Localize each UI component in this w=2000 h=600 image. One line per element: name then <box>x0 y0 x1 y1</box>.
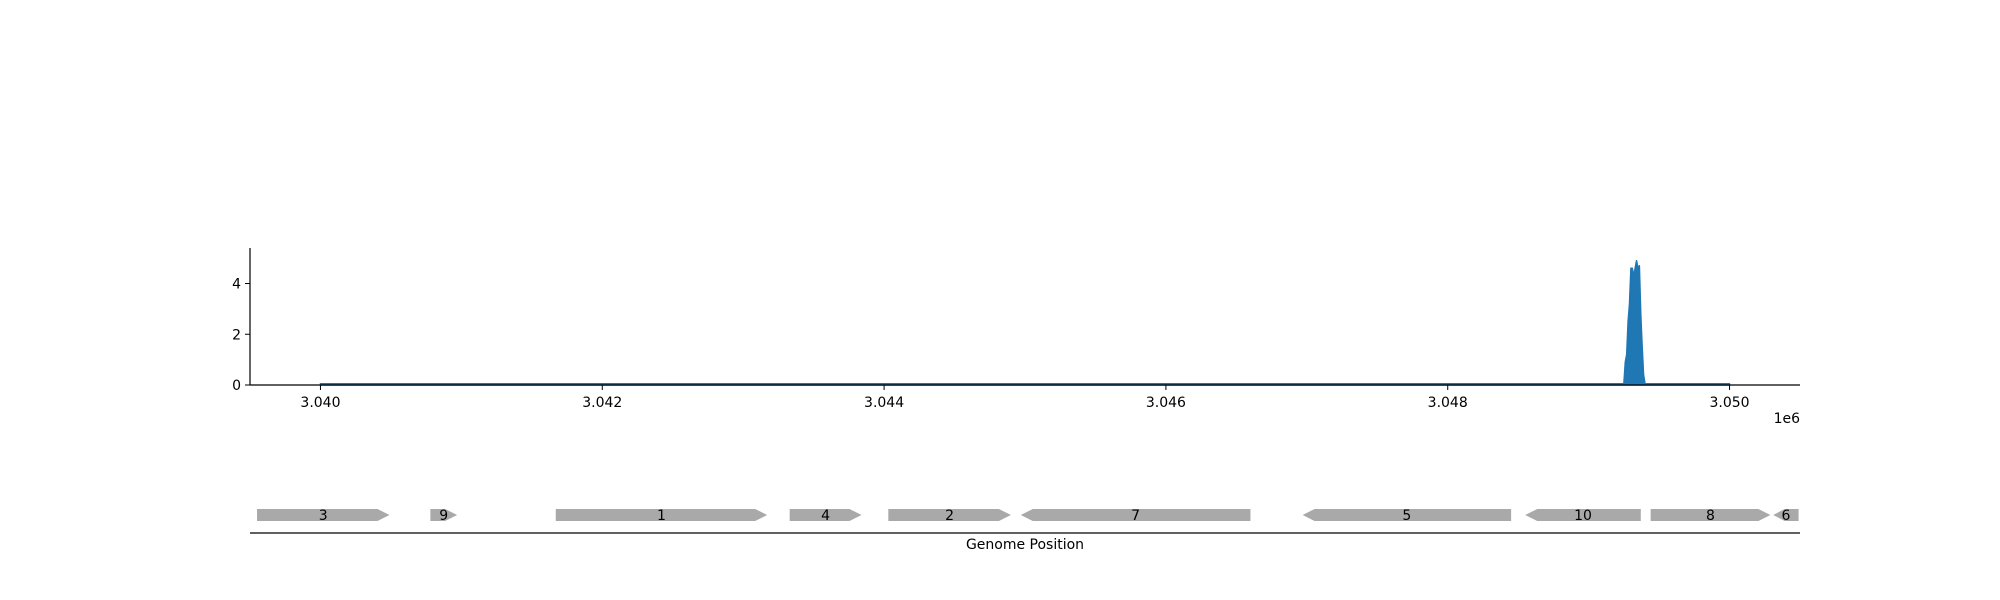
gene-label: 8 <box>1706 508 1715 524</box>
genome-position-label: Genome Position <box>966 537 1084 553</box>
gene-label: 6 <box>1781 508 1790 524</box>
x-offset-label: 1e6 <box>1774 411 1801 427</box>
y-tick-label: 0 <box>232 378 241 394</box>
gene-label: 2 <box>945 508 954 524</box>
gene-arrow <box>789 509 862 521</box>
x-tick-label: 3.048 <box>1428 395 1468 411</box>
gene-label: 4 <box>821 508 830 524</box>
gene-arrow <box>430 509 458 521</box>
y-tick-label: 2 <box>232 327 241 343</box>
gene-arrow <box>1650 509 1771 521</box>
gene-label: 3 <box>319 508 328 524</box>
gene-arrow <box>1020 509 1251 521</box>
gene-arrow <box>257 509 390 521</box>
y-tick-label: 4 <box>232 277 241 293</box>
x-ticks: 3.040 3.042 3.044 3.046 3.048 3.050 <box>300 385 1750 411</box>
gene-label: 1 <box>657 508 666 524</box>
gene-arrow <box>1525 509 1641 521</box>
x-tick-label: 3.050 <box>1709 395 1749 411</box>
coverage-series <box>319 259 1731 386</box>
x-tick-label: 3.044 <box>864 395 904 411</box>
y-ticks: 0 2 4 <box>232 277 250 394</box>
gene-arrow <box>1773 509 1799 521</box>
gene-label: 7 <box>1131 508 1140 524</box>
x-tick-label: 3.042 <box>582 395 622 411</box>
coverage-plot: 3.040 3.042 3.044 3.046 3.048 3.050 0 2 4 1e6 <box>232 248 1800 427</box>
x-tick-label: 3.046 <box>1146 395 1186 411</box>
gene-arrow <box>1302 509 1512 521</box>
gene-label: 9 <box>439 508 448 524</box>
x-tick-label: 3.040 <box>300 395 340 411</box>
gene-arrow <box>555 509 768 521</box>
gene-arrows: 3 9 1 4 2 7 5 10 8 6 <box>257 508 1799 524</box>
gene-arrow <box>888 509 1011 521</box>
gene-track: 3 9 1 4 2 7 5 10 8 6 Genome Position <box>250 508 1800 553</box>
gene-label: 5 <box>1402 508 1411 524</box>
gene-label: 10 <box>1574 508 1592 524</box>
